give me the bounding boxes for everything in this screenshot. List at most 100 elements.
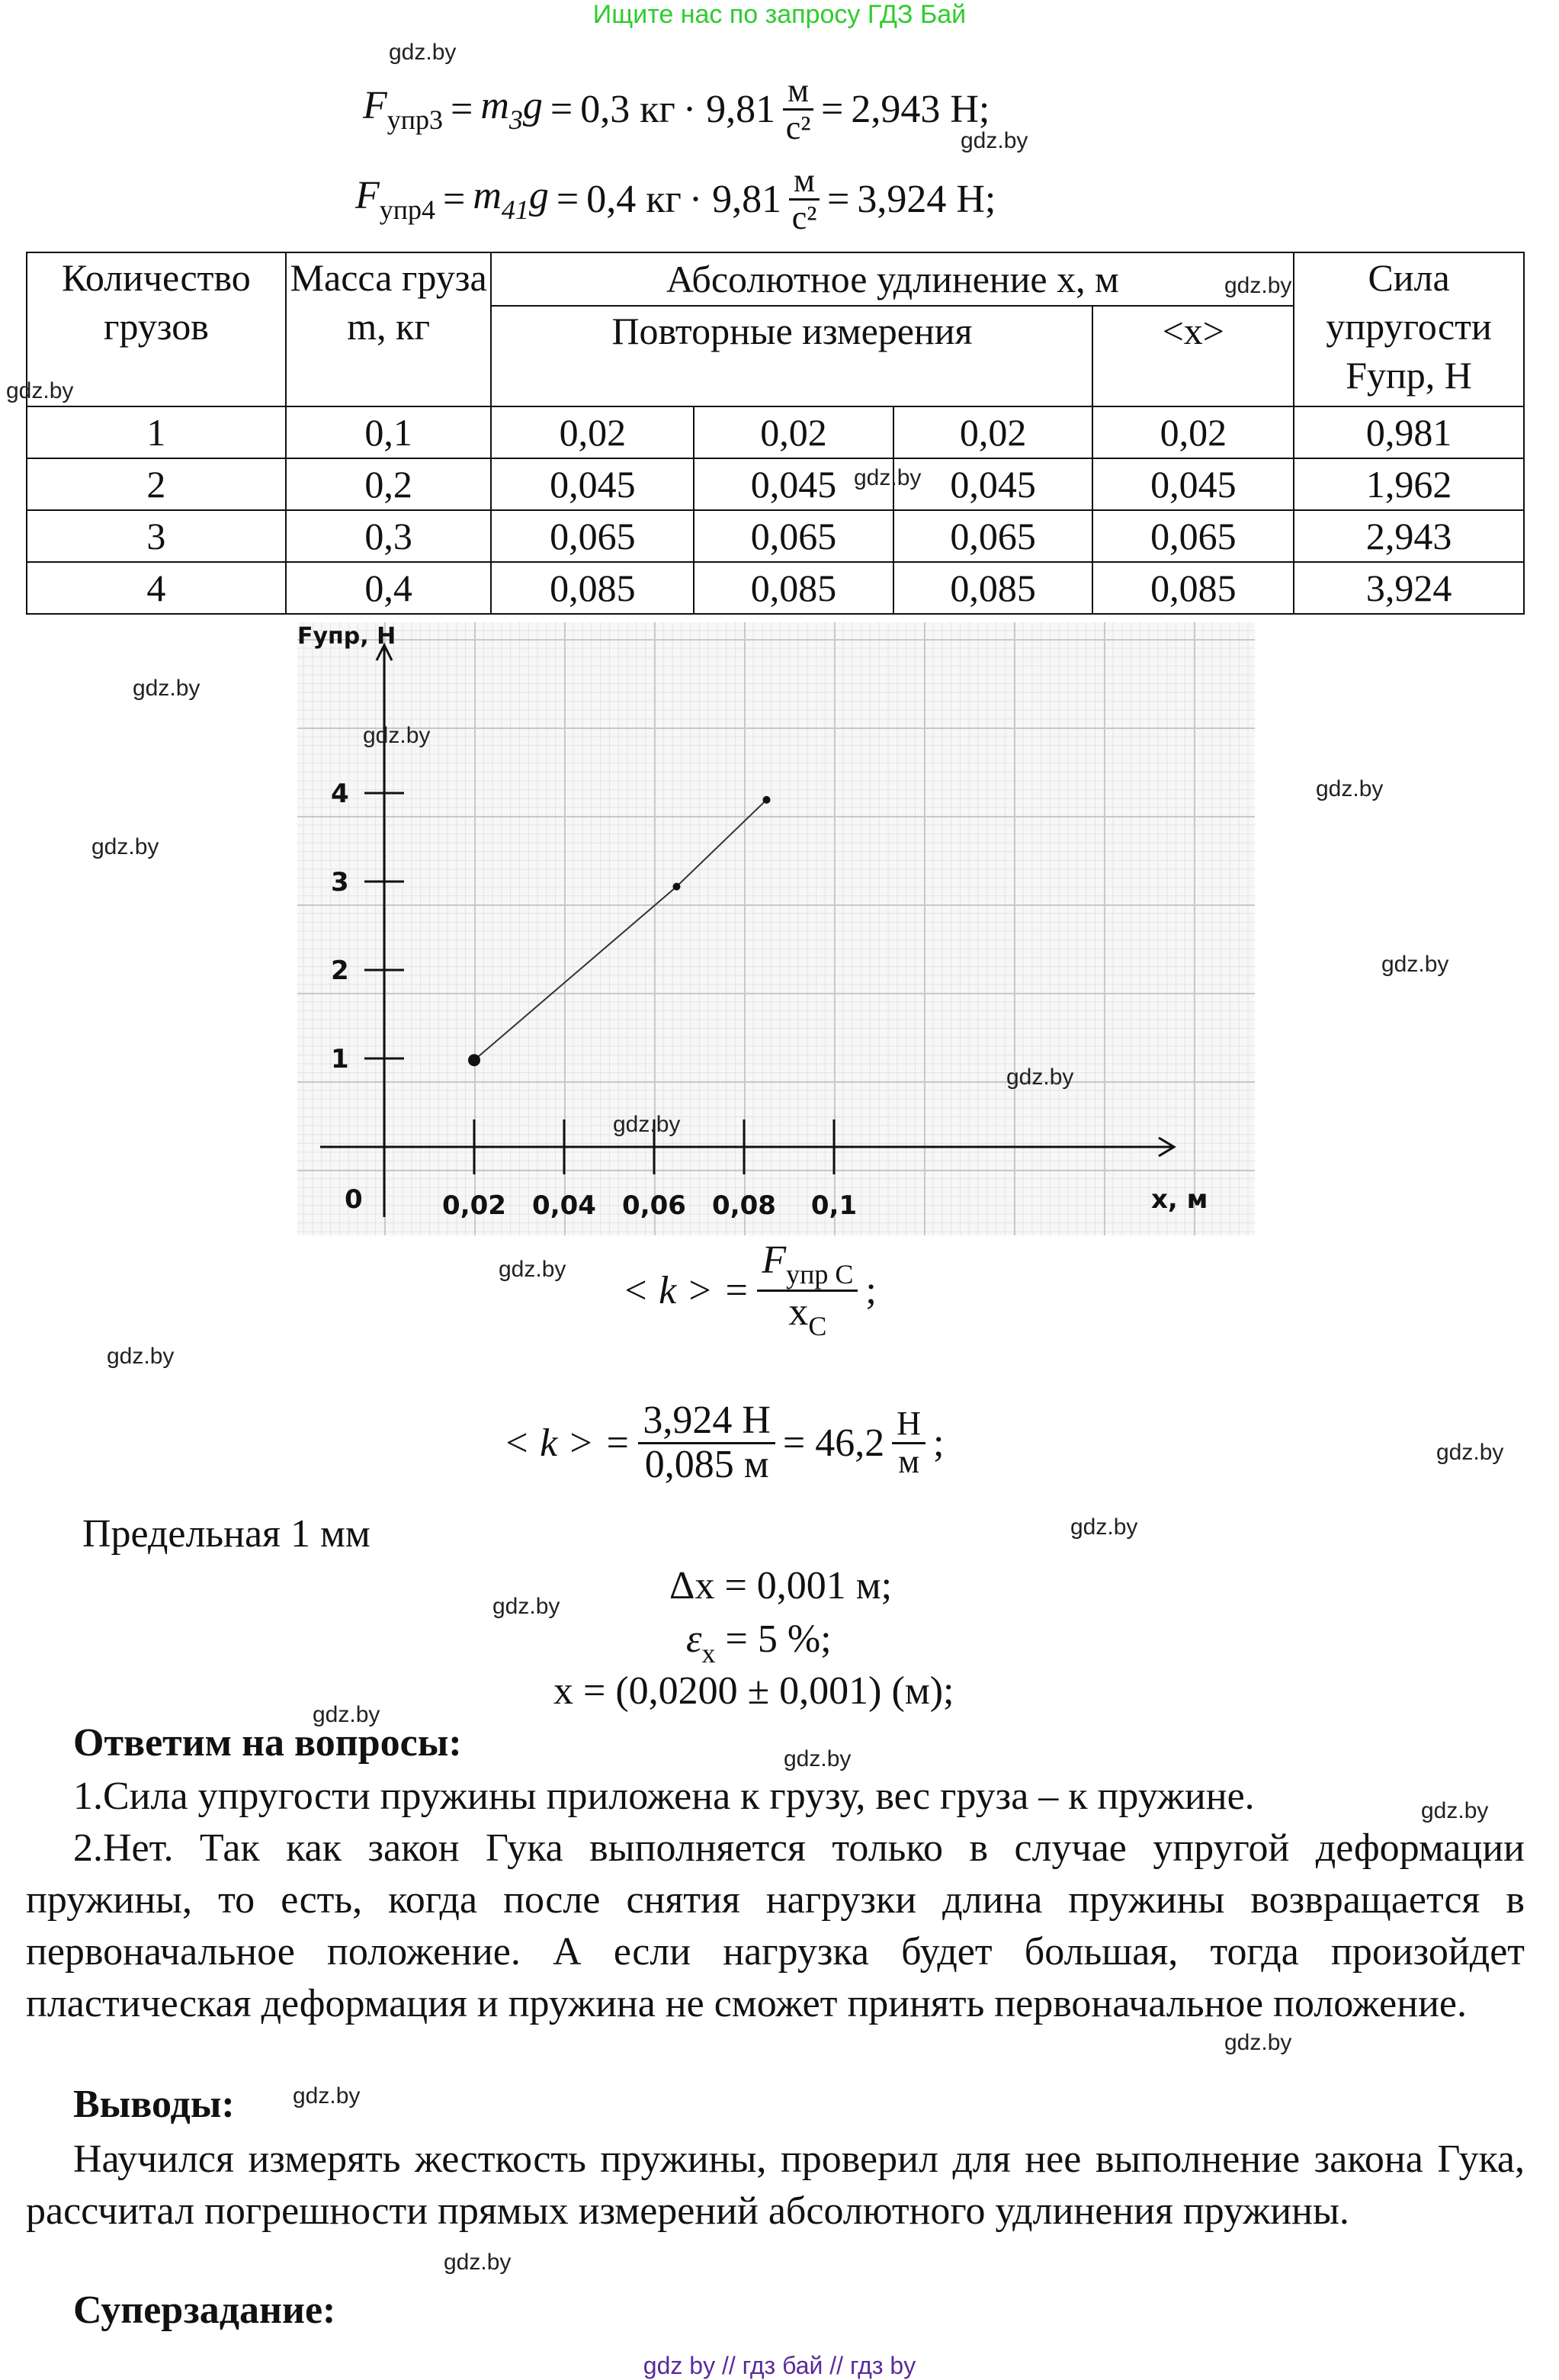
result: 3,924 Н; <box>857 178 996 222</box>
y-tick-label: 1 <box>331 1044 349 1074</box>
header-count: Количество грузов <box>26 252 287 407</box>
formula-force-3: Fупр3 = m3g = 0,3 кг · 9,81 м с² = 2,943 … <box>363 72 990 146</box>
data-point <box>762 795 771 804</box>
unit-num: м <box>783 72 814 111</box>
watermark: gdz.by <box>444 2250 512 2275</box>
watermark: gdz.by <box>1436 1440 1504 1465</box>
watermark: gdz.by <box>313 1702 380 1727</box>
unit-den: с² <box>791 199 817 237</box>
watermark: gdz.by <box>133 676 200 701</box>
F-sub: упр С <box>786 1259 854 1290</box>
watermark: gdz.by <box>854 465 922 490</box>
force-elongation-graph: Fупр, Н x, м 0 0,02 0,04 0,06 0,08 0,1 1 2 3 4 <box>297 622 1255 1235</box>
equals: = <box>556 178 579 222</box>
F-sub: упр4 <box>379 194 436 226</box>
table-cell: 0,02 <box>693 406 894 459</box>
equals: = <box>451 88 473 132</box>
table-cell: 0,045 <box>1092 458 1295 511</box>
force-symbol: Fупр4 <box>355 173 435 226</box>
table-cell: 0,045 <box>490 458 695 511</box>
watermark: gdz.by <box>613 1112 681 1137</box>
k-den: 0,085 м <box>644 1442 769 1486</box>
result: 2,943 Н; <box>851 88 990 132</box>
mass-symbol: m3g <box>480 83 543 136</box>
x-tick-label: 0,06 <box>622 1190 686 1221</box>
table-cell: 1 <box>26 406 287 459</box>
watermark: gdz.by <box>389 40 457 65</box>
unit-fraction: м с² <box>783 72 814 146</box>
table-cell: 4 <box>26 561 287 615</box>
watermark: gdz.by <box>91 834 159 859</box>
graph-svg: Fупр, Н x, м 0 0,02 0,04 0,06 0,08 0,1 1 2 3 4 <box>297 623 1208 1221</box>
mass-value: 0,4 кг <box>586 178 682 222</box>
table-cell: 0,02 <box>892 406 1094 459</box>
table-row: 4 0,4 0,085 0,085 0,085 0,085 3,924 <box>26 561 1525 615</box>
header-repeated: Повторные измерения <box>490 305 1094 407</box>
table-cell: 0,3 <box>284 509 492 563</box>
footer-links[interactable]: gdz by // гдз бай // гдз by <box>643 2352 916 2379</box>
y-axis-label: Fупр, Н <box>297 623 396 650</box>
table-cell: 0,045 <box>693 458 894 511</box>
equals: = <box>821 88 844 132</box>
watermark: gdz.by <box>1070 1514 1138 1540</box>
y-axis-arrow <box>375 642 393 661</box>
data-point <box>468 1054 480 1067</box>
header-mass: Масса груза m, кг <box>284 252 492 407</box>
answers-text: 1.Сила упругости пружины приложена к гру… <box>26 1771 1525 2030</box>
unit-den: м <box>898 1442 920 1480</box>
formula-k-definition: < k > = Fупр С xС ; <box>622 1239 877 1341</box>
data-point <box>672 882 681 891</box>
k-num: Fупр С <box>757 1239 858 1292</box>
header-elongation: Абсолютное удлинение x, м <box>490 252 1295 307</box>
x: x <box>788 1290 809 1334</box>
table-cell: 0,065 <box>490 509 695 563</box>
conclusions-text: Научился измерять жесткость пружины, про… <box>26 2134 1525 2237</box>
answer-1: 1.Сила упругости пружины приложена к гру… <box>73 1775 1255 1818</box>
m: m <box>480 84 509 128</box>
mass-value: 0,3 кг <box>580 88 675 132</box>
k-fraction: Fупр С xС <box>757 1239 858 1341</box>
y-tick-label: 4 <box>331 779 349 809</box>
table-cell: 0,045 <box>892 458 1094 511</box>
conclusions-heading: Выводы: <box>73 2083 235 2126</box>
table-cell: 2,943 <box>1293 509 1525 563</box>
table-cell: 0,065 <box>693 509 894 563</box>
watermark: gdz.by <box>293 2083 361 2109</box>
limit-text: Предельная 1 мм <box>82 1512 371 1556</box>
semicolon: ; <box>933 1421 945 1465</box>
watermark: gdz.by <box>6 378 74 403</box>
g: g <box>522 84 543 128</box>
F-sub: упр3 <box>387 104 444 136</box>
answers-heading: Ответим на вопросы: <box>73 1721 462 1765</box>
search-banner[interactable]: Ищите нас по запросу ГДЗ Бай <box>592 0 967 29</box>
table-cell: 3 <box>26 509 287 563</box>
unit-num: м <box>789 162 820 201</box>
watermark: gdz.by <box>499 1257 566 1282</box>
y-tick-label: 2 <box>331 956 349 986</box>
k-result: = 46,2 <box>782 1421 885 1465</box>
table-row: 3 0,3 0,065 0,065 0,065 0,065 2,943 <box>26 509 1525 563</box>
table-cell: 0,085 <box>490 561 695 615</box>
epsilon: ε <box>686 1617 702 1661</box>
k-fraction: 3,924 Н 0,085 м <box>638 1399 775 1486</box>
y-tick-label: 3 <box>331 867 349 898</box>
force-symbol: Fупр3 <box>363 83 443 136</box>
formula-force-4: Fупр4 = m41g = 0,4 кг · 9,81 м с² = 3,924… <box>355 162 996 237</box>
x-tick-label: 0,02 <box>442 1190 506 1221</box>
table-cell: 1,962 <box>1293 458 1525 511</box>
x-tick-label: 0,1 <box>811 1190 857 1221</box>
x-axis-arrow <box>1158 1136 1176 1158</box>
table-row: 2 0,2 0,045 0,045 0,045 0,045 1,962 <box>26 458 1525 511</box>
delta-x: Δx = 0,001 м; <box>669 1564 893 1608</box>
x-tick-label: 0,04 <box>532 1190 596 1221</box>
m-sub: 3 <box>508 104 523 136</box>
table-row: 1 0,1 0,02 0,02 0,02 0,02 0,981 <box>26 406 1525 459</box>
header-mean: <x> <box>1092 305 1295 407</box>
m: m <box>473 174 502 218</box>
header-force: Сила упругости Fупр, Н <box>1293 252 1525 407</box>
watermark: gdz.by <box>1224 273 1292 298</box>
watermark: gdz.by <box>1224 2030 1292 2055</box>
F: F <box>355 174 380 218</box>
